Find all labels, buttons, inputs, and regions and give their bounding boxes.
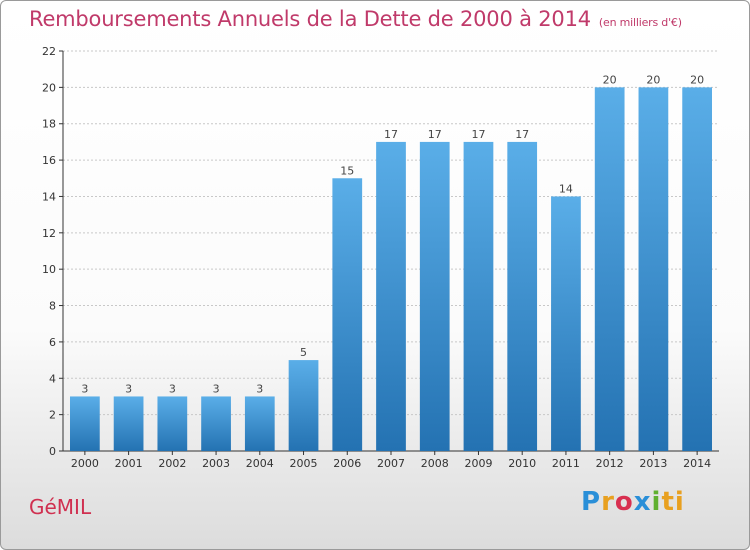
x-tick-label: 2001 <box>115 457 143 470</box>
logo-letter: ti <box>661 487 685 517</box>
logo-letter: o <box>614 487 634 517</box>
bar <box>594 87 625 451</box>
bar <box>376 141 406 451</box>
logo-letter: P <box>581 487 602 517</box>
bar-value-label: 20 <box>690 73 704 86</box>
y-tick-label: 22 <box>42 45 56 58</box>
bar-value-label: 5 <box>300 346 307 359</box>
bar-value-label: 17 <box>384 128 398 141</box>
bar-value-label: 20 <box>603 73 617 86</box>
x-tick-label: 2009 <box>464 457 492 470</box>
bar <box>551 196 581 451</box>
bar-value-label: 15 <box>340 164 354 177</box>
y-tick-label: 2 <box>49 409 56 422</box>
bar <box>463 141 494 451</box>
y-tick-label: 16 <box>42 154 56 167</box>
bar <box>201 396 231 451</box>
bar <box>507 141 538 451</box>
bar-value-label: 3 <box>169 382 176 395</box>
bar <box>244 396 275 451</box>
x-tick-label: 2006 <box>333 457 361 470</box>
bar-value-label: 17 <box>515 128 529 141</box>
x-tick-label: 2008 <box>421 457 449 470</box>
y-tick-label: 18 <box>42 118 56 131</box>
commune-name: GéMIL <box>29 495 92 519</box>
chart-subtitle: (en milliers d'€) <box>598 16 682 29</box>
x-tick-label: 2013 <box>639 457 667 470</box>
x-tick-label: 2012 <box>596 457 624 470</box>
y-tick-label: 10 <box>42 263 56 276</box>
bar <box>419 141 450 451</box>
bar-value-label: 17 <box>471 128 485 141</box>
logo-letter: r <box>601 487 615 517</box>
x-tick-label: 2003 <box>202 457 230 470</box>
y-tick-label: 14 <box>42 190 56 203</box>
bar-value-label: 3 <box>81 382 88 395</box>
x-tick-label: 2011 <box>552 457 580 470</box>
bar <box>638 87 669 451</box>
chart-title: Remboursements Annuels de la Dette de 20… <box>29 7 682 31</box>
y-tick-label: 8 <box>49 300 56 313</box>
bar-value-label: 14 <box>559 182 573 195</box>
chart-title-text: Remboursements Annuels de la Dette de 20… <box>29 7 591 31</box>
x-tick-label: 2007 <box>377 457 405 470</box>
x-tick-label: 2000 <box>71 457 99 470</box>
y-tick-label: 4 <box>49 372 56 385</box>
bar <box>113 396 144 451</box>
bar-value-label: 3 <box>213 382 220 395</box>
y-tick-label: 0 <box>49 445 56 458</box>
y-tick-label: 20 <box>42 81 56 94</box>
x-tick-label: 2005 <box>290 457 318 470</box>
proxiti-logo[interactable]: Proxiti <box>581 487 685 517</box>
bar <box>332 178 363 452</box>
bar <box>69 396 100 451</box>
bar-value-label: 3 <box>125 382 132 395</box>
bar <box>288 360 319 451</box>
x-tick-label: 2002 <box>158 457 186 470</box>
bar-value-label: 3 <box>256 382 263 395</box>
bar-value-label: 17 <box>428 128 442 141</box>
logo-letter: x <box>633 487 652 517</box>
bar <box>157 396 188 451</box>
bar-value-label: 20 <box>646 73 660 86</box>
x-tick-label: 2014 <box>683 457 711 470</box>
x-tick-label: 2010 <box>508 457 536 470</box>
bar <box>682 87 713 451</box>
logo-letter: i <box>651 487 662 517</box>
x-tick-label: 2004 <box>246 457 274 470</box>
y-tick-label: 6 <box>49 336 56 349</box>
y-tick-label: 12 <box>42 227 56 240</box>
